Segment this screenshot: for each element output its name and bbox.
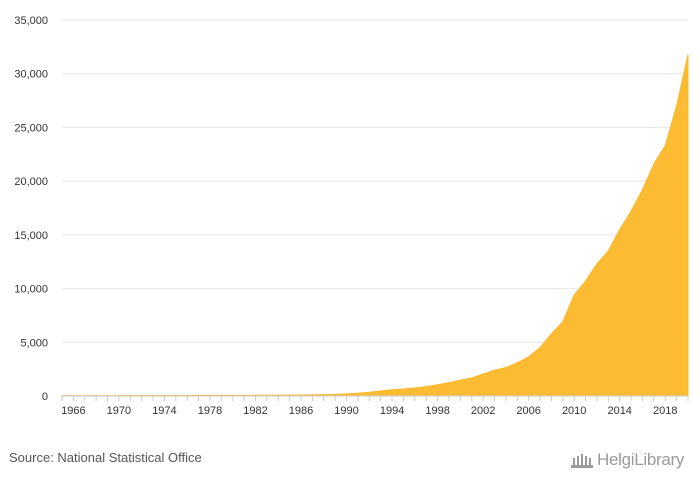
y-tick-label: 0 [42,391,48,403]
area-chart: 1966 1970 1974 1978 1982 1986 1990 1994 1998 2002… [0,0,700,430]
y-tick-label: 20,000 [14,176,48,188]
x-tick-label: 1982 [243,405,267,417]
brand-name: HelgiLibrary [597,450,684,470]
x-tick-label: 2014 [607,405,631,417]
x-tick-label: 2018 [653,405,677,417]
y-tick-label: 30,000 [14,69,48,81]
x-tick-label: 1978 [198,405,222,417]
y-tick-label: 5,000 [20,337,48,349]
x-tick-label: 1966 [61,405,85,417]
library-logo-icon [570,450,594,470]
area-series [62,54,688,396]
x-tick-label: 1974 [152,405,176,417]
x-tick-label: 2002 [471,405,495,417]
x-tick-label: 2010 [562,405,586,417]
x-tick-label: 1986 [289,405,313,417]
x-tick-label: 1994 [380,405,404,417]
y-tick-label: 35,000 [14,15,48,27]
x-tick-label: 1990 [334,405,358,417]
area-fill [62,54,688,396]
x-tick-label: 1970 [107,405,131,417]
x-tick-label: 1998 [425,405,449,417]
y-tick-label: 10,000 [14,284,48,296]
source-note: Source: National Statistical Office [9,450,202,465]
y-tick-label: 15,000 [14,230,48,242]
y-axis: 0 5,000 10,000 15,000 20,000 25,000 30,000 35,0… [14,15,48,403]
y-tick-label: 25,000 [14,122,48,134]
x-axis: 1966 1970 1974 1978 1982 1986 1990 1994 1998 2002… [61,396,688,417]
x-tick-label: 2006 [516,405,540,417]
brand-logo[interactable]: HelgiLibrary [570,449,684,471]
